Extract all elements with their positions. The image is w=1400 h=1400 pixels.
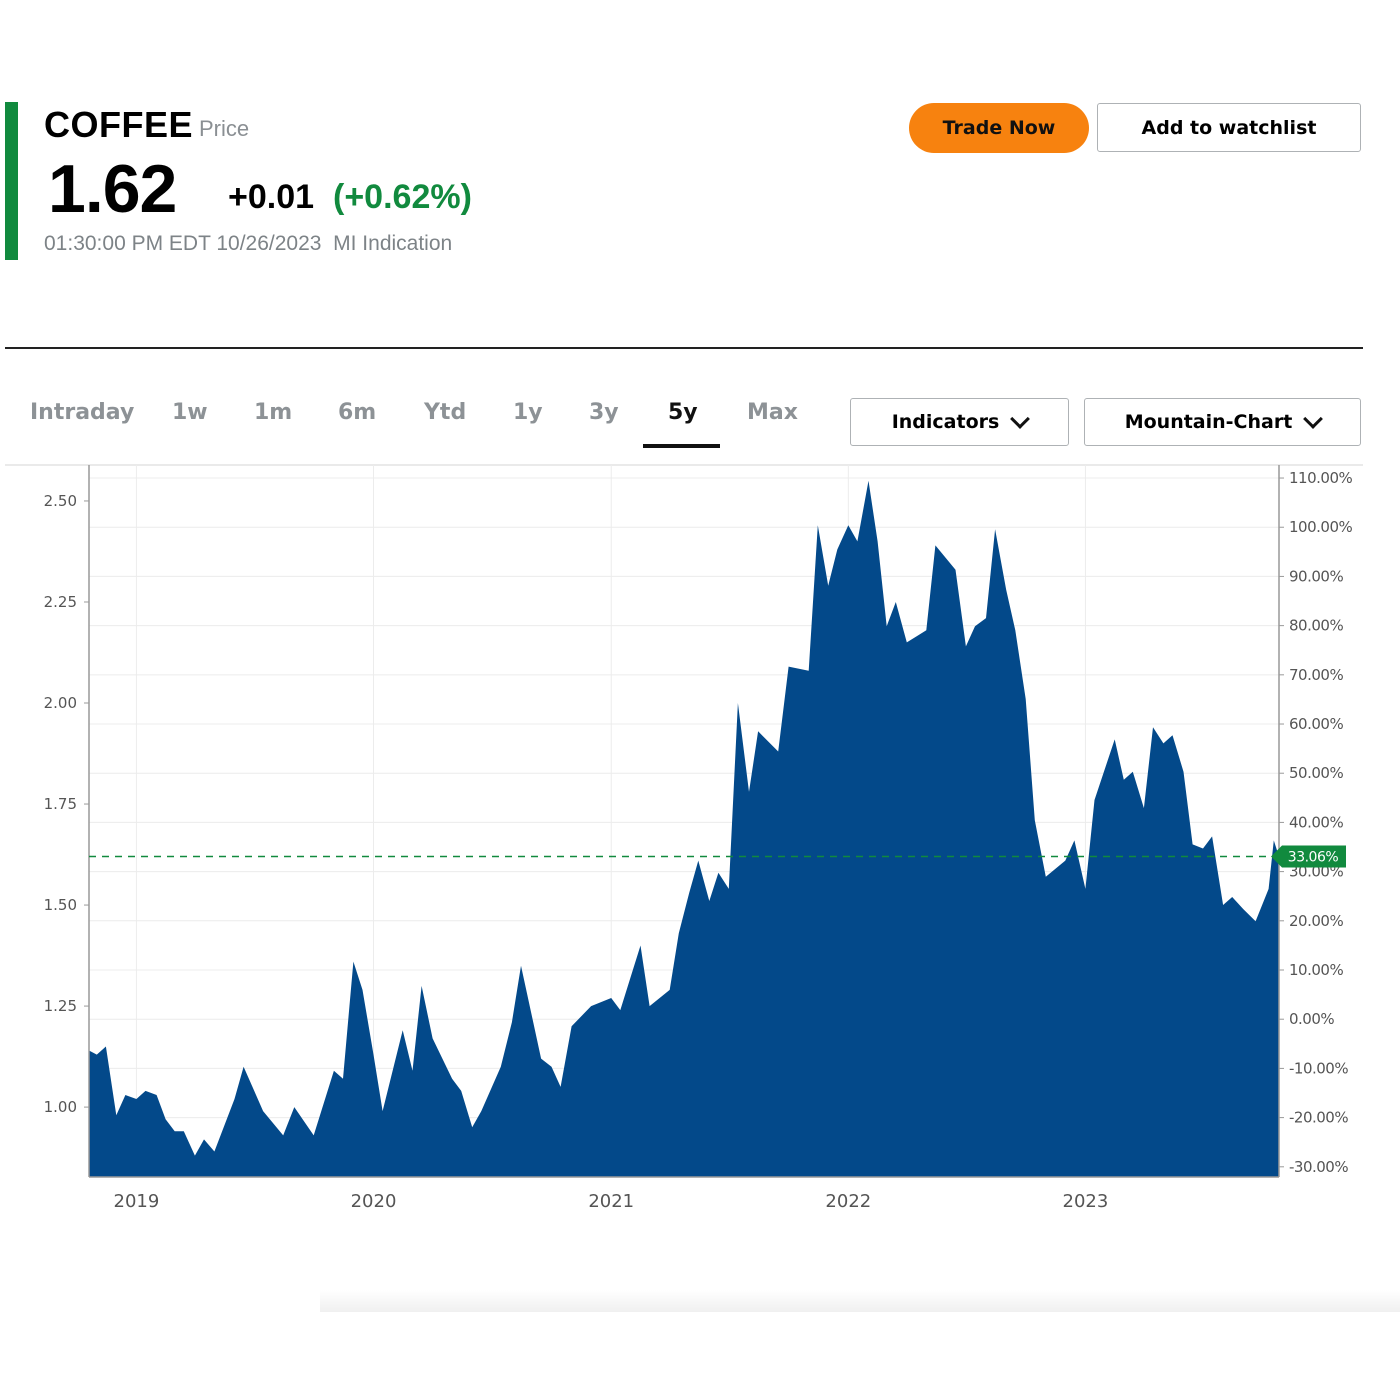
x-tick-label: 2019 xyxy=(114,1191,160,1212)
tab-max[interactable]: Max xyxy=(747,400,798,425)
y2-tick-label: 100.00% xyxy=(1289,518,1352,536)
x-tick-label: 2023 xyxy=(1063,1191,1109,1212)
y2-tick-label: 80.00% xyxy=(1289,617,1343,635)
current-price-badge xyxy=(1271,845,1346,868)
y2-tick-label: 50.00% xyxy=(1289,764,1343,782)
divider xyxy=(5,347,1363,349)
symbol-title: COFFEE xyxy=(44,104,194,145)
chart-type-dropdown[interactable]: Mountain-Chart xyxy=(1084,398,1361,446)
trade-now-button[interactable]: Trade Now xyxy=(909,103,1089,153)
y-tick-label: 1.50 xyxy=(44,896,77,914)
y2-tick-label: 20.00% xyxy=(1289,912,1343,930)
y-tick-label: 1.75 xyxy=(44,795,77,813)
x-tick-label: 2020 xyxy=(351,1191,397,1212)
tab-1w[interactable]: 1w xyxy=(172,400,208,425)
y2-tick-label: 90.00% xyxy=(1289,567,1343,585)
y2-tick-label: 0.00% xyxy=(1289,1010,1334,1028)
price-chart[interactable]: -30.00%-20.00%-10.00%0.00%10.00%20.00%30… xyxy=(0,455,1400,1235)
tab-ytd[interactable]: Ytd xyxy=(424,400,467,425)
add-to-watchlist-button[interactable]: Add to watchlist xyxy=(1097,103,1361,152)
price-area-series xyxy=(89,480,1279,1177)
y-tick-label: 1.00 xyxy=(44,1098,77,1116)
price-change-percent: (+0.62%) xyxy=(333,178,472,216)
x-tick-label: 2021 xyxy=(588,1191,634,1212)
current-price-label: 33.06% xyxy=(1288,850,1339,866)
active-tab-indicator xyxy=(643,444,720,448)
y2-tick-label: 70.00% xyxy=(1289,666,1343,684)
indicators-label: Indicators xyxy=(891,411,1000,433)
tab-3y[interactable]: 3y xyxy=(589,400,619,425)
y2-tick-label: -10.00% xyxy=(1289,1059,1348,1077)
x-tick-label: 2022 xyxy=(825,1191,871,1212)
chevron-down-icon xyxy=(1010,409,1031,429)
bottom-shadow xyxy=(320,1290,1400,1312)
y2-tick-label: -30.00% xyxy=(1289,1158,1348,1176)
y2-tick-label: -20.00% xyxy=(1289,1109,1348,1127)
price-accent-bar xyxy=(5,102,18,260)
y2-tick-label: 110.00% xyxy=(1289,469,1352,487)
y-tick-label: 2.50 xyxy=(44,492,77,510)
y-tick-label: 2.00 xyxy=(44,694,77,712)
y-tick-label: 2.25 xyxy=(44,593,77,611)
y2-tick-label: 60.00% xyxy=(1289,715,1343,733)
tab-1m[interactable]: 1m xyxy=(254,400,293,425)
last-price: 1.62 xyxy=(48,151,177,227)
y2-tick-label: 10.00% xyxy=(1289,961,1343,979)
y2-tick-label: 40.00% xyxy=(1289,813,1343,831)
tab-6m[interactable]: 6m xyxy=(338,400,377,425)
y-tick-label: 1.25 xyxy=(44,997,77,1015)
timestamp: 01:30:00 PM EDT 10/26/2023 MI Indication xyxy=(44,232,453,255)
price-change: +0.01 xyxy=(228,178,315,216)
tab-1y[interactable]: 1y xyxy=(513,400,543,425)
chevron-down-icon xyxy=(1303,409,1324,429)
price-type-label: Price xyxy=(199,116,250,141)
tab-5y[interactable]: 5y xyxy=(668,400,698,425)
chart-type-label: Mountain-Chart xyxy=(1124,411,1293,433)
tab-intraday[interactable]: Intraday xyxy=(30,400,135,425)
indicators-dropdown[interactable]: Indicators xyxy=(850,398,1069,446)
